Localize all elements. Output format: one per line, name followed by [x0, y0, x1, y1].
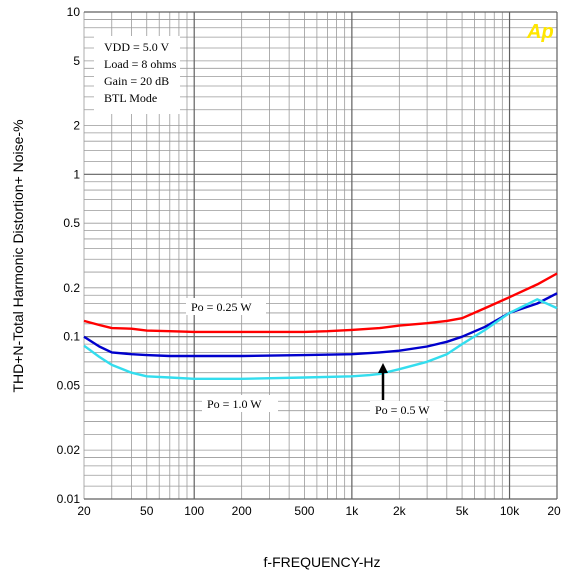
condition-mode: BTL Mode: [104, 91, 157, 105]
annotation-0p25w-bg: [186, 298, 266, 315]
ap-logo: Ap: [526, 21, 554, 43]
x-tick-label: 20: [77, 504, 91, 518]
y-tick-label: 2: [73, 118, 80, 132]
x-tick-label: 500: [294, 504, 314, 518]
x-tick-label: 100: [184, 504, 204, 518]
x-tick-label: 5k: [456, 504, 470, 518]
y-tick-label: 10: [67, 5, 81, 19]
annotation-0p25w-label: Po = 0.25 W: [191, 300, 252, 314]
series-line-1: [83, 292, 558, 358]
x-axis-label: f-FREQUENCY-Hz: [264, 554, 381, 570]
y-tick-label: 0.01: [57, 492, 81, 506]
series-line-0: [83, 272, 558, 334]
annotation-1p0w-bg: [202, 395, 278, 412]
condition-gain: Gain = 20 dB: [104, 74, 169, 88]
y-tick-label: 0.02: [57, 443, 81, 457]
x-tick-label: 20k: [547, 504, 561, 518]
series-line-2: [83, 298, 558, 380]
y-tick-label: 0.05: [57, 379, 81, 393]
x-tick-label: 2k: [393, 504, 407, 518]
annotation-0p5w-arrow-head: [378, 363, 388, 373]
major-grid: [84, 11, 558, 500]
y-tick-label: 0.1: [63, 330, 80, 344]
annotation-0p25w: Po = 0.25 W: [186, 298, 266, 315]
y-axis-label: THD+N-Total Harmonic Distortion+ Noise-%: [10, 119, 26, 392]
x-tick-label: 50: [140, 504, 154, 518]
x-tick-label: 1k: [346, 504, 360, 518]
x-tick-label: 200: [232, 504, 252, 518]
y-tick-label: 1: [73, 167, 80, 181]
annotation-0p5w: Po = 0.5 W: [370, 363, 444, 418]
series-lines: [83, 272, 558, 380]
annotation-0p5w-label: Po = 0.5 W: [375, 403, 430, 417]
condition-load: Load = 8 ohms: [104, 57, 177, 71]
condition-vdd: VDD = 5.0 V: [104, 40, 170, 54]
annotation-1p0w-label: Po = 1.0 W: [207, 397, 262, 411]
annotation-0p5w-bg: [370, 401, 444, 418]
y-tick-label: 5: [73, 54, 80, 68]
annotation-1p0w: Po = 1.0 W: [202, 395, 278, 412]
conditions-box: VDD = 5.0 V Load = 8 ohms Gain = 20 dB B…: [94, 36, 180, 114]
conditions-box-bg: [94, 36, 180, 114]
y-tick-label: 0.2: [63, 281, 80, 295]
y-tick-label: 0.5: [63, 216, 80, 230]
x-tick-label: 10k: [500, 504, 520, 518]
